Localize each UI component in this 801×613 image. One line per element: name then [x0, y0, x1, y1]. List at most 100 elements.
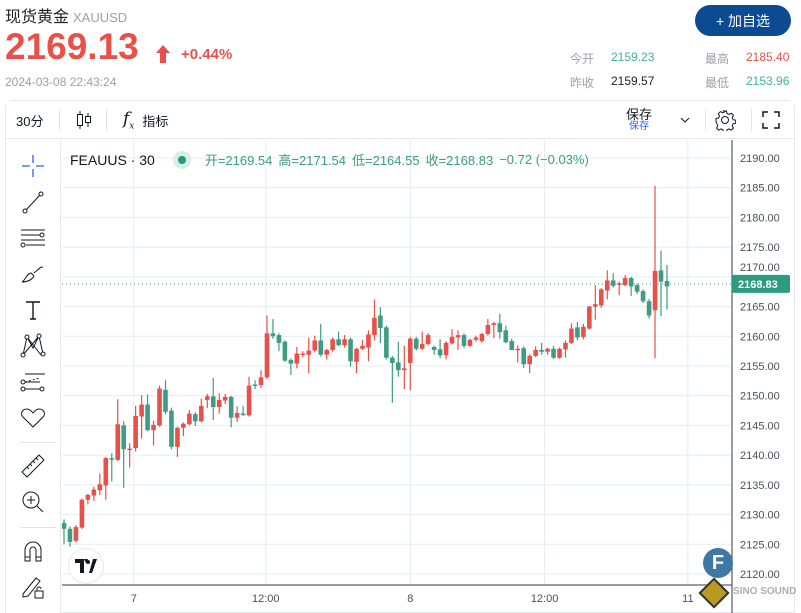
candle-up [73, 525, 79, 543]
candle-down [169, 407, 174, 450]
candle-up [258, 370, 264, 388]
candle-body [282, 341, 288, 361]
brush-tool[interactable] [19, 260, 47, 288]
candle-body [652, 270, 658, 311]
candle-body [252, 384, 258, 386]
indicators-button[interactable]: fx 指标 [123, 101, 168, 139]
candle-down [145, 394, 150, 432]
candle-up [133, 405, 138, 452]
y-tick-label: 2155.00 [740, 361, 780, 373]
candle-down [646, 298, 652, 319]
candle-body [234, 412, 240, 418]
y-tick-label: 2135.00 [740, 480, 780, 492]
save-label: 保存 [626, 106, 653, 122]
tradingview-logo[interactable] [68, 548, 104, 584]
y-tick-label: 2190.00 [740, 153, 780, 165]
legend-close: 收=2168.83 [425, 153, 494, 168]
fullscreen-button[interactable] [762, 101, 780, 139]
candle-up [127, 443, 132, 468]
candle-up [234, 406, 240, 422]
pattern-tool[interactable] [19, 332, 47, 360]
crosshair-tool[interactable] [19, 152, 47, 180]
y-tick-label: 2145.00 [740, 420, 780, 432]
fx-icon: fx [123, 108, 135, 132]
candle-down [348, 337, 353, 367]
chart-type-button[interactable] [75, 101, 93, 139]
candle-body [270, 333, 276, 337]
save-menu-chevron[interactable] [680, 101, 690, 139]
tradingview-icon [75, 559, 97, 573]
candle-up [312, 335, 318, 353]
zoom-in-tool[interactable] [19, 488, 47, 516]
candle-body [91, 489, 97, 496]
legend-change: −0.72 (−0.03%) [499, 152, 589, 167]
candle-body [407, 338, 413, 364]
candle-body [258, 377, 264, 386]
open-label: 今开 [570, 52, 595, 66]
high-label: 最高 [705, 52, 730, 66]
candle-body [413, 338, 419, 349]
add-watchlist-button[interactable]: + 加自选 [695, 5, 791, 36]
horizontal-lines-tool[interactable] [19, 224, 47, 252]
candle-up [473, 335, 479, 342]
y-tick-label: 2150.00 [740, 391, 780, 403]
candle-up [264, 315, 270, 380]
pencil-lock-icon [22, 577, 44, 599]
candle-down [413, 336, 419, 351]
fib-tool[interactable] [19, 368, 47, 396]
candle-body [551, 348, 556, 358]
magnet-tool[interactable] [19, 537, 47, 565]
y-tick-label: 2185.00 [740, 183, 780, 195]
candle-body [467, 339, 473, 346]
candle-body [169, 410, 174, 447]
candle-up [587, 305, 592, 330]
trend-line-tool[interactable] [19, 188, 47, 216]
candle-up [533, 346, 538, 358]
candle-body [545, 348, 550, 352]
parallel-lines-icon [20, 229, 45, 248]
candle-up [407, 336, 413, 391]
candle-body [646, 301, 652, 316]
change-percent: +0.44% [181, 46, 233, 63]
price-chart[interactable]: 2190.00 2185.00 2180.00 2175.00 2170.00 2165.… [62, 140, 801, 613]
high-value: 2185.40 [746, 50, 790, 64]
candle-body [288, 360, 294, 364]
candle-up [199, 398, 204, 423]
candle-up [294, 346, 300, 369]
candle-up [91, 486, 97, 501]
save-button[interactable]: 保存 保存 [626, 101, 652, 139]
candle-body [640, 291, 646, 302]
interval-button[interactable]: 30分 [16, 113, 44, 129]
candle-body [419, 344, 425, 349]
candle-up [175, 426, 180, 457]
lock-drawings-tool[interactable] [19, 573, 47, 601]
f-logo: F [703, 548, 733, 578]
chart-legend: FEAUUS · 30 开=2169.54 高=2171.54 低=2164.5… [70, 150, 589, 169]
candle-up [204, 393, 210, 409]
text-tool[interactable] [19, 296, 47, 324]
measure-tool[interactable] [19, 452, 47, 480]
candle-up [85, 493, 91, 505]
candle-body [634, 285, 640, 292]
timestamp: 2024-03-08 22:43:24 [5, 75, 117, 89]
last-price-label: 2168.83 [738, 279, 778, 291]
candles-icon [77, 111, 91, 129]
candle-up [372, 299, 377, 341]
candle-body [539, 349, 544, 352]
candle-down [121, 421, 126, 488]
candle-body [210, 396, 216, 408]
gear-icon [715, 110, 736, 131]
candle-body [479, 333, 485, 342]
candle-body [79, 499, 85, 528]
candle-up [467, 338, 473, 347]
candle-body [658, 270, 664, 282]
candle-body [366, 334, 371, 348]
candle-down [252, 380, 258, 390]
arrow-up-icon [156, 45, 170, 63]
legend-low: 低=2164.55 [352, 153, 420, 168]
favorites-tool[interactable] [19, 404, 47, 432]
fullscreen-icon [762, 111, 780, 129]
settings-button[interactable] [714, 101, 736, 139]
drawing-toolbar [6, 140, 61, 613]
text-icon [26, 301, 40, 320]
